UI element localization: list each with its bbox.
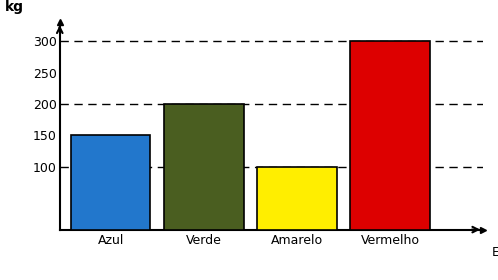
Bar: [71, 136, 150, 230]
Bar: [164, 104, 244, 230]
Bar: [257, 167, 337, 230]
Text: kg: kg: [4, 0, 24, 14]
Text: Equipes: Equipes: [492, 246, 498, 259]
Bar: [351, 41, 430, 230]
